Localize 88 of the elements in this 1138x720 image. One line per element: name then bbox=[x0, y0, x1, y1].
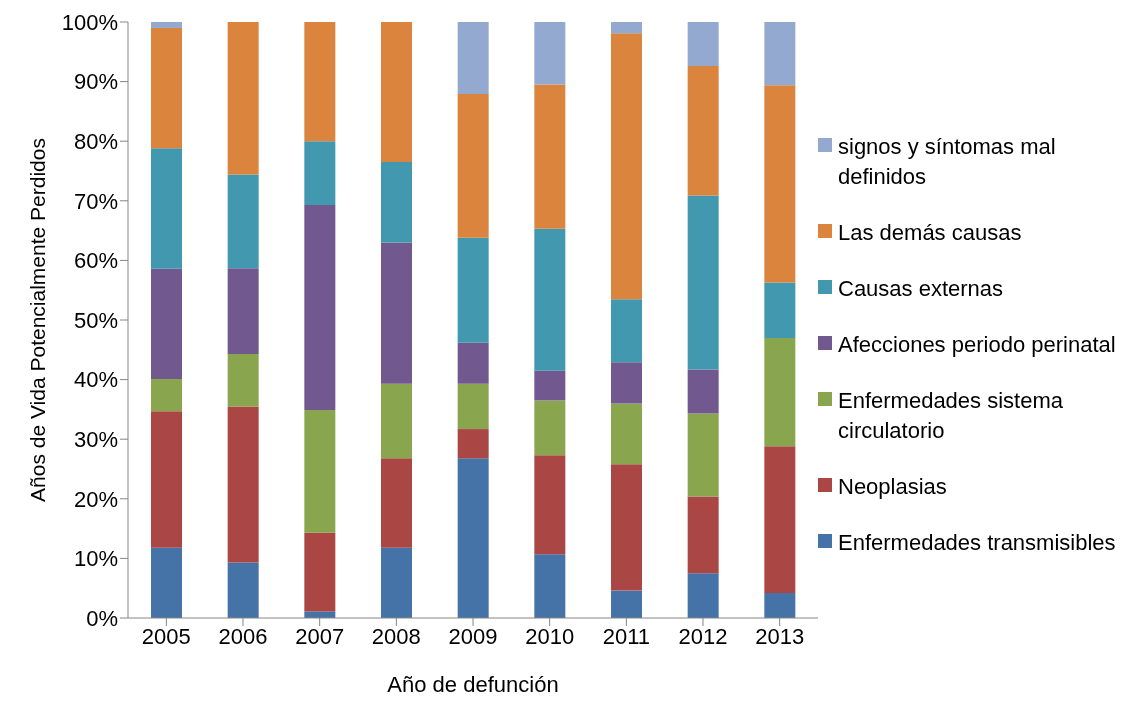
x-tick-label: 2013 bbox=[755, 623, 805, 649]
bar bbox=[611, 362, 642, 404]
bar bbox=[227, 22, 259, 175]
bar bbox=[764, 446, 796, 593]
bar bbox=[611, 403, 642, 465]
y-axis-title: Años de Vida Potencialmente Perdidos bbox=[26, 138, 50, 502]
x-axis-title: Año de defunción bbox=[387, 671, 559, 697]
y-tick-label: 90% bbox=[73, 69, 118, 95]
bar bbox=[381, 22, 412, 163]
bar bbox=[687, 195, 719, 370]
bar bbox=[687, 369, 719, 414]
bar bbox=[764, 592, 796, 618]
x-tick-label: 2007 bbox=[295, 623, 345, 649]
x-tick-label: 2011 bbox=[602, 623, 650, 649]
bar bbox=[687, 22, 719, 67]
bar bbox=[151, 411, 182, 548]
bar bbox=[534, 84, 566, 229]
bar bbox=[457, 94, 489, 238]
legend-label: Enfermedades sistema circulatorio bbox=[838, 387, 1064, 445]
bar bbox=[687, 413, 719, 497]
bar bbox=[764, 22, 796, 86]
bar bbox=[611, 299, 642, 363]
x-tick-label: 2010 bbox=[525, 623, 575, 649]
bar bbox=[304, 141, 336, 205]
y-tick-label: 0% bbox=[86, 605, 118, 631]
x-tick-label: 2009 bbox=[448, 623, 498, 649]
legend-label: Causas externas bbox=[838, 275, 1004, 303]
bar bbox=[304, 611, 336, 618]
bar bbox=[457, 458, 489, 618]
x-tick-label: 2012 bbox=[678, 623, 728, 649]
legend-label: Neoplasias bbox=[838, 473, 947, 501]
x-tick-label: 2008 bbox=[371, 623, 421, 649]
legend-label: Afecciones periodo perinatal bbox=[838, 331, 1116, 359]
legend-label: signos y síntomas mal definidos bbox=[838, 133, 1057, 191]
bar bbox=[534, 554, 566, 618]
y-tick-label: 50% bbox=[73, 307, 118, 333]
bar bbox=[764, 337, 796, 447]
bar bbox=[381, 242, 412, 384]
bar bbox=[227, 353, 259, 407]
x-tick-label: 2005 bbox=[141, 623, 191, 649]
bar bbox=[151, 148, 182, 269]
bar bbox=[457, 22, 489, 95]
bar bbox=[227, 562, 259, 618]
bar bbox=[764, 85, 796, 283]
bar bbox=[304, 204, 336, 410]
bar bbox=[151, 268, 182, 379]
bar bbox=[611, 590, 642, 618]
bar bbox=[227, 268, 259, 354]
bar bbox=[151, 547, 182, 618]
bar bbox=[687, 66, 719, 196]
bar bbox=[687, 573, 719, 618]
bar bbox=[457, 237, 489, 343]
bar bbox=[304, 410, 336, 533]
bar bbox=[227, 174, 259, 269]
y-tick-label: 100% bbox=[61, 9, 118, 35]
y-tick-label: 40% bbox=[73, 367, 118, 393]
bar bbox=[381, 162, 412, 243]
y-tick-label: 80% bbox=[73, 129, 118, 155]
bar bbox=[611, 33, 642, 300]
y-tick-label: 10% bbox=[73, 546, 118, 572]
bar bbox=[534, 22, 566, 85]
y-tick-label: 30% bbox=[73, 427, 118, 453]
bar bbox=[304, 532, 336, 612]
legend-label: Enfermedades transmisibles bbox=[838, 529, 1116, 557]
bar bbox=[457, 429, 489, 459]
bar bbox=[304, 22, 336, 142]
bar bbox=[151, 22, 182, 28]
bar bbox=[611, 464, 642, 591]
bar bbox=[687, 496, 719, 574]
bar bbox=[381, 547, 412, 618]
bar bbox=[381, 383, 412, 459]
bar bbox=[534, 228, 566, 371]
bar bbox=[227, 406, 259, 563]
x-tick-label: 2006 bbox=[218, 623, 268, 649]
bar bbox=[764, 282, 796, 338]
bar bbox=[457, 383, 489, 430]
y-tick-label: 20% bbox=[73, 486, 118, 512]
bar bbox=[381, 458, 412, 548]
bar bbox=[151, 27, 182, 149]
bar bbox=[457, 342, 489, 384]
y-tick-label: 60% bbox=[73, 248, 118, 274]
legend-label: Las demás causas bbox=[838, 219, 1022, 247]
bar bbox=[534, 455, 566, 555]
bar bbox=[534, 400, 566, 456]
bar bbox=[611, 22, 642, 34]
bar bbox=[534, 370, 566, 401]
y-tick-label: 70% bbox=[73, 188, 118, 214]
bar bbox=[151, 379, 182, 412]
